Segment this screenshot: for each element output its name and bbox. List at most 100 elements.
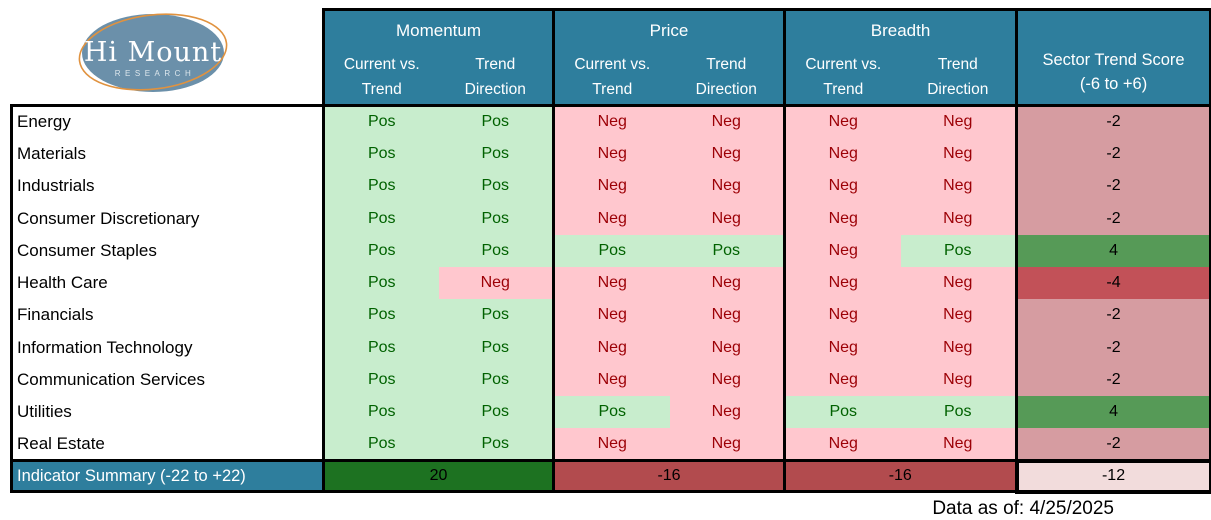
sector-label: Materials xyxy=(10,137,324,171)
logo-area: Hi Mount RESEARCH xyxy=(11,9,324,107)
sector-row: Real Estate Pos Pos Neg Neg Neg Neg -2 xyxy=(10,428,1211,461)
momentum-trend-direction-cell: Pos xyxy=(438,299,554,332)
sector-row: Materials Pos Pos Neg Neg Neg Neg -2 xyxy=(10,137,1211,171)
breadth-trend-direction-cell: Neg xyxy=(900,105,1017,138)
breadth-trend-direction-cell: Pos xyxy=(900,396,1017,429)
sector-row: Utilities Pos Pos Pos Neg Pos Pos 4 xyxy=(10,396,1211,429)
summary-total-cell: -12 xyxy=(1014,458,1211,494)
momentum-trend-direction-cell: Pos xyxy=(438,331,554,364)
price-current-vs-trend-cell: Neg xyxy=(552,170,670,203)
breadth-trend-direction-header: Trend Direction xyxy=(900,51,1017,107)
price-current-vs-trend-cell: Pos xyxy=(552,234,670,267)
score-cell: -2 xyxy=(1015,170,1211,203)
breadth-current-vs-trend-cell: Neg xyxy=(783,266,901,300)
breadth-current-vs-trend-header: Current vs. Trend xyxy=(783,51,901,107)
price-trend-direction-cell: Neg xyxy=(669,170,785,203)
sector-label: Consumer Staples xyxy=(10,234,324,267)
col-header-score: Sector Trend Score (-6 to +6) xyxy=(1015,8,1211,107)
sector-label: Energy xyxy=(10,105,324,138)
price-current-vs-trend-cell: Neg xyxy=(552,202,670,235)
momentum-current-vs-trend-header: Current vs. Trend xyxy=(322,51,439,107)
sector-label: Financials xyxy=(10,299,324,332)
momentum-current-vs-trend-cell: Pos xyxy=(322,170,439,203)
score-cell: -2 xyxy=(1015,202,1211,235)
breadth-current-vs-trend-cell: Neg xyxy=(783,331,901,364)
breadth-trend-direction-cell: Neg xyxy=(900,428,1017,461)
price-current-vs-trend-cell: Neg xyxy=(552,299,670,332)
sector-label: Information Technology xyxy=(10,331,324,364)
score-header-line1: Sector Trend Score xyxy=(1042,50,1185,69)
price-trend-direction-cell: Neg xyxy=(669,266,785,300)
sector-row: Industrials Pos Pos Neg Neg Neg Neg -2 xyxy=(10,170,1211,203)
sector-trend-table: Hi Mount RESEARCH Momentum Price Breadth… xyxy=(10,8,1211,494)
breadth-current-vs-trend-cell: Neg xyxy=(783,299,901,332)
momentum-trend-direction-cell: Pos xyxy=(438,202,554,235)
momentum-current-vs-trend-cell: Pos xyxy=(322,299,439,332)
momentum-trend-direction-cell: Pos xyxy=(438,363,554,397)
breadth-current-vs-trend-cell: Neg xyxy=(783,137,901,171)
score-cell: -2 xyxy=(1015,363,1211,397)
price-trend-direction-cell: Neg xyxy=(669,331,785,364)
sector-row: Communication Services Pos Pos Neg Neg Neg Neg… xyxy=(10,363,1211,397)
col-group-momentum: Momentum xyxy=(322,8,554,51)
sector-row: Financials Pos Pos Neg Neg Neg Neg -2 xyxy=(10,299,1211,332)
logo-ring xyxy=(78,12,227,91)
score-header-line2: (-6 to +6) xyxy=(1079,75,1148,94)
price-current-vs-trend-cell: Neg xyxy=(552,105,670,138)
logo-title: Hi Mount xyxy=(83,37,221,68)
momentum-current-vs-trend-cell: Pos xyxy=(322,266,439,300)
breadth-trend-direction-cell: Neg xyxy=(900,331,1017,364)
breadth-current-vs-trend-cell: Neg xyxy=(783,170,901,203)
score-cell: -2 xyxy=(1015,137,1211,171)
momentum-trend-direction-cell: Pos xyxy=(438,234,554,267)
momentum-current-vs-trend-cell: Pos xyxy=(322,363,439,397)
breadth-current-vs-trend-cell: Neg xyxy=(783,363,901,397)
score-cell: 4 xyxy=(1015,234,1211,267)
summary-breadth-cell: -16 xyxy=(783,459,1017,494)
table-body: Energy Pos Pos Neg Neg Neg Neg -2 Materials Pos Po… xyxy=(10,105,1211,461)
score-cell: -2 xyxy=(1015,428,1211,461)
momentum-trend-direction-cell: Pos xyxy=(438,170,554,203)
summary-price-cell: -16 xyxy=(551,459,785,494)
momentum-trend-direction-header: Trend Direction xyxy=(438,51,554,107)
momentum-current-vs-trend-cell: Pos xyxy=(322,428,439,461)
summary-momentum-cell: 20 xyxy=(323,459,554,494)
price-trend-direction-cell: Neg xyxy=(669,363,785,397)
breadth-trend-direction-cell: Neg xyxy=(900,137,1017,171)
momentum-current-vs-trend-cell: Pos xyxy=(322,202,439,235)
summary-row: Indicator Summary (-22 to +22) 20 -16 -1… xyxy=(10,458,1211,494)
momentum-current-vs-trend-cell: Pos xyxy=(322,105,439,138)
breadth-trend-direction-cell: Pos xyxy=(900,234,1017,267)
breadth-current-vs-trend-cell: Neg xyxy=(783,105,901,138)
breadth-current-vs-trend-cell: Pos xyxy=(783,396,901,429)
summary-label: Indicator Summary (-22 to +22) xyxy=(10,459,325,494)
sector-label: Utilities xyxy=(10,396,324,429)
momentum-current-vs-trend-cell: Pos xyxy=(322,234,439,267)
sector-row: Health Care Pos Neg Neg Neg Neg Neg -4 xyxy=(10,266,1211,300)
price-trend-direction-header: Trend Direction xyxy=(669,51,785,107)
logo-subtitle: RESEARCH xyxy=(114,69,194,78)
sector-row: Consumer Staples Pos Pos Pos Pos Neg Pos 4 xyxy=(10,234,1211,267)
price-trend-direction-cell: Neg xyxy=(669,105,785,138)
price-current-vs-trend-cell: Pos xyxy=(552,396,670,429)
logo-ellipse xyxy=(81,13,224,92)
sector-row: Consumer Discretionary Pos Pos Neg Neg Neg Neg… xyxy=(10,202,1211,235)
price-current-vs-trend-cell: Neg xyxy=(552,363,670,397)
score-cell: 4 xyxy=(1015,396,1211,429)
breadth-trend-direction-cell: Neg xyxy=(900,299,1017,332)
momentum-trend-direction-cell: Pos xyxy=(438,428,554,461)
price-current-vs-trend-cell: Neg xyxy=(552,331,670,364)
momentum-trend-direction-cell: Pos xyxy=(438,396,554,429)
breadth-trend-direction-cell: Neg xyxy=(900,170,1017,203)
breadth-current-vs-trend-cell: Neg xyxy=(783,202,901,235)
data-as-of-note: Data as of: 4/25/2025 xyxy=(932,497,1114,519)
score-cell: -2 xyxy=(1015,105,1211,138)
sector-row: Energy Pos Pos Neg Neg Neg Neg -2 xyxy=(10,105,1211,138)
sector-label: Consumer Discretionary xyxy=(10,202,324,235)
breadth-current-vs-trend-cell: Neg xyxy=(783,234,901,267)
price-trend-direction-cell: Neg xyxy=(669,137,785,171)
sector-label: Industrials xyxy=(10,170,324,203)
sub-header-row: Current vs. Trend Trend Direction Curren… xyxy=(12,51,1211,107)
price-trend-direction-cell: Pos xyxy=(669,234,785,267)
price-current-vs-trend-cell: Neg xyxy=(552,266,670,300)
